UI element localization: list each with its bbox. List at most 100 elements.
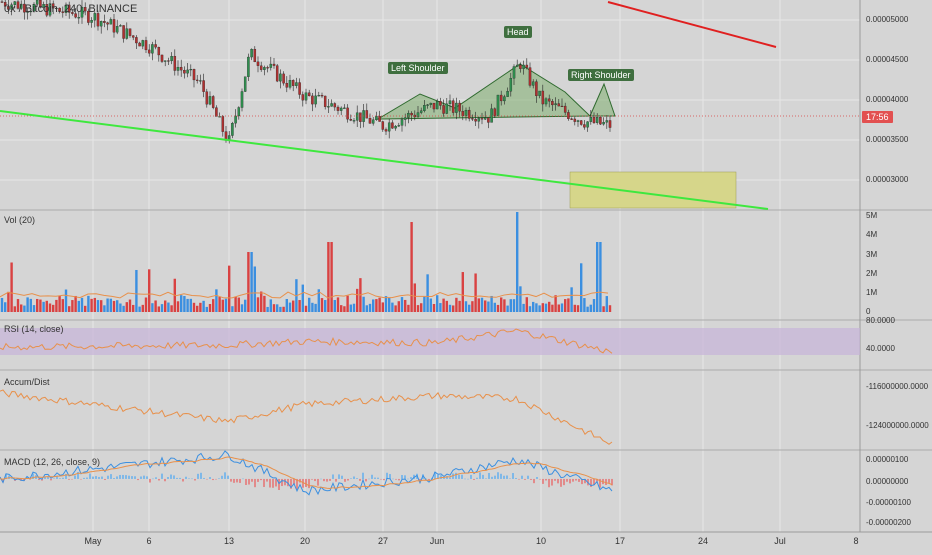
volume-bar [260, 291, 263, 312]
macd-hist-bar [236, 478, 238, 483]
candle-body [221, 116, 225, 132]
candle-body [419, 110, 423, 113]
volume-bar [288, 302, 292, 312]
macd-hist-bar [86, 477, 88, 479]
candle-body [199, 80, 202, 82]
macd-hist-bar [308, 478, 310, 489]
macd-hist-bar [533, 478, 535, 484]
macd-hist-bar [44, 476, 46, 479]
candle-body [442, 105, 445, 114]
macd-hist-bar [365, 478, 367, 482]
macd-hist-bar [140, 476, 142, 479]
macd-hist-bar [542, 478, 544, 484]
macd-hist-bar [518, 478, 520, 480]
macd-hist-bar [440, 475, 442, 479]
volume-bar [202, 300, 205, 312]
macd-hist-bar [476, 477, 478, 479]
candle-body [583, 124, 586, 128]
volume-bar [455, 297, 458, 312]
volume-bar [551, 304, 554, 312]
volume-bar [141, 304, 144, 312]
right-shoulder-pattern[interactable] [589, 82, 616, 117]
head-label[interactable]: Head [504, 26, 532, 38]
volume-bar [573, 304, 576, 312]
volume-bar [39, 299, 42, 312]
candle-body [218, 116, 221, 118]
macd-hist-bar [584, 478, 586, 484]
macd-hist-bar [419, 478, 421, 481]
volume-bar [407, 304, 410, 312]
macd-hist-bar [281, 478, 283, 487]
macd-hist-bar [56, 475, 58, 479]
volume-bar [26, 297, 29, 312]
candle-body [250, 48, 253, 58]
volume-bar [240, 304, 244, 312]
candle-body [170, 56, 173, 62]
volume-bar [461, 272, 464, 312]
macd-hist-bar [179, 477, 181, 479]
candle-body [205, 91, 209, 105]
macd-hist-bar [275, 478, 277, 487]
macd-hist-bar [185, 476, 187, 479]
volume-bar [45, 300, 48, 312]
right-shoulder-label[interactable]: Right Shoulder [568, 69, 634, 81]
candle-body [208, 96, 212, 105]
candle-body [375, 116, 378, 120]
macd-hist-bar [161, 473, 163, 479]
volume-pane-title: Vol (20) [4, 215, 36, 225]
macd-hist-bar [473, 478, 475, 480]
volume-bar [215, 289, 218, 312]
volume-bar [320, 298, 324, 312]
volume-bar [432, 304, 436, 312]
volume-bar [381, 302, 384, 312]
macd-hist-bar [335, 478, 337, 482]
volume-bar [109, 298, 112, 312]
macd-hist-bar [593, 478, 595, 486]
candle-body [352, 120, 356, 122]
volume-bar [199, 302, 202, 312]
volume-bar [333, 300, 336, 312]
candle-body [157, 47, 161, 56]
price-axis-label: 0.00005000 [866, 15, 909, 24]
macd-hist-bar [248, 478, 250, 485]
macd-hist-bar [128, 475, 130, 479]
candle-body [3, 1, 7, 7]
green-trendline[interactable] [0, 110, 769, 210]
red-trendline[interactable] [607, 1, 777, 48]
volume-bar [132, 304, 135, 312]
left-shoulder-label[interactable]: Left Shoulder [388, 62, 448, 74]
volume-bar [189, 298, 192, 312]
volume-bars [0, 212, 612, 312]
macd-hist-bar [539, 478, 541, 480]
macd-hist-bar [605, 478, 607, 486]
macd-hist-bar [554, 478, 556, 481]
volume-bar [90, 298, 93, 312]
macd-hist-bar [572, 478, 574, 482]
macd-hist-bar [485, 478, 487, 479]
macd-hist-bar [548, 478, 550, 488]
macd-hist-bar [38, 478, 40, 481]
candle-body [327, 106, 330, 108]
candle-body [477, 118, 481, 122]
macd-hist-bar [266, 478, 268, 482]
macd-hist-bar [386, 472, 388, 479]
candle-body [83, 7, 87, 12]
volume-bar [77, 300, 80, 312]
candle-body [439, 101, 442, 106]
volume-bar [464, 301, 468, 312]
candle-body [186, 69, 189, 74]
macd-hist-bar [191, 478, 193, 480]
candle-body [112, 19, 116, 33]
candle-body [29, 11, 33, 13]
volume-bar [452, 305, 455, 312]
volume-bar [154, 300, 157, 312]
volume-axis-label: 2M [866, 269, 878, 278]
volume-bar [477, 298, 480, 312]
candle-body [445, 103, 449, 114]
volume-bar [301, 284, 304, 312]
accum-axis-label: -116000000.0000 [866, 382, 929, 391]
candle-body [243, 76, 247, 92]
candle-body [103, 21, 106, 23]
